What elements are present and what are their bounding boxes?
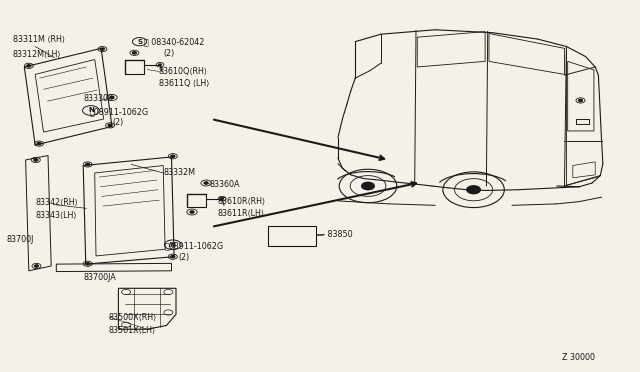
Circle shape <box>86 163 90 166</box>
Circle shape <box>467 186 481 194</box>
Text: S: S <box>137 39 142 45</box>
Text: N: N <box>170 242 176 248</box>
Text: ⓝ08911-1062G: ⓝ08911-1062G <box>165 241 224 250</box>
Circle shape <box>190 211 194 213</box>
Text: 83610Q⟨RH⟩: 83610Q⟨RH⟩ <box>159 67 208 76</box>
Text: ― 83850: ― 83850 <box>317 230 353 239</box>
Circle shape <box>579 99 582 102</box>
Circle shape <box>221 198 223 199</box>
Text: 83610R⟨RH⟩: 83610R⟨RH⟩ <box>218 197 266 206</box>
Text: 83500X⟨RH⟩: 83500X⟨RH⟩ <box>109 312 157 321</box>
Text: Z 30000: Z 30000 <box>562 353 595 362</box>
Text: 83311M ⟨RH⟩: 83311M ⟨RH⟩ <box>13 35 65 44</box>
Circle shape <box>108 124 112 126</box>
Text: 83312M⟨LH⟩: 83312M⟨LH⟩ <box>13 49 61 58</box>
Text: 833300: 833300 <box>83 94 113 103</box>
Circle shape <box>100 48 104 50</box>
Circle shape <box>110 96 114 99</box>
Circle shape <box>37 142 41 145</box>
Text: N: N <box>88 108 94 113</box>
Text: (2): (2) <box>112 118 124 127</box>
Text: ⓝ08911-1062G: ⓝ08911-1062G <box>90 107 148 116</box>
Text: 83611Q ⟨LH⟩: 83611Q ⟨LH⟩ <box>159 79 209 88</box>
Circle shape <box>204 182 208 184</box>
Circle shape <box>35 265 38 267</box>
Circle shape <box>159 64 161 65</box>
Text: 83342⟨RH⟩: 83342⟨RH⟩ <box>35 198 78 207</box>
Circle shape <box>132 52 136 54</box>
Circle shape <box>34 159 38 161</box>
Text: 83343⟨LH⟩: 83343⟨LH⟩ <box>35 211 77 220</box>
Bar <box>268 226 316 246</box>
Circle shape <box>86 263 90 265</box>
Text: 83332M: 83332M <box>163 169 195 177</box>
Text: (2): (2) <box>178 253 189 262</box>
Text: Ⓢ 08340-62042: Ⓢ 08340-62042 <box>144 37 204 46</box>
Text: 83700JA: 83700JA <box>83 273 116 282</box>
Text: 83501X⟨LH⟩: 83501X⟨LH⟩ <box>109 326 156 335</box>
Circle shape <box>171 155 175 157</box>
Circle shape <box>362 182 374 190</box>
Text: 83611R⟨LH⟩: 83611R⟨LH⟩ <box>218 209 264 218</box>
Text: 83700J: 83700J <box>6 235 34 244</box>
Text: 83360A: 83360A <box>210 180 241 189</box>
Circle shape <box>171 256 175 258</box>
Circle shape <box>27 65 31 67</box>
Text: (2): (2) <box>163 49 175 58</box>
